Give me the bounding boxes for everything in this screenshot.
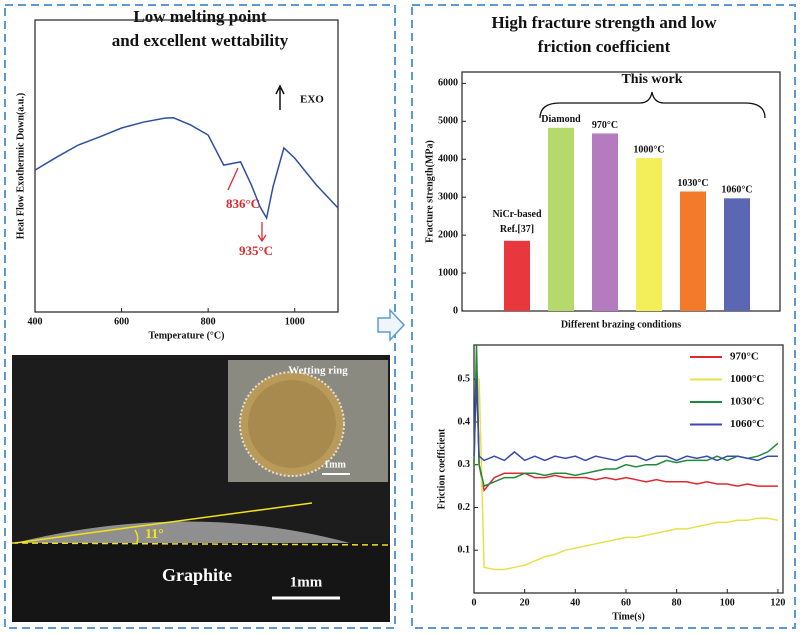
category-label: 1030°C: [677, 178, 708, 189]
annotation: 836°C: [226, 196, 260, 211]
angle-arc: [134, 529, 139, 544]
x-tick-label: 20: [520, 597, 530, 608]
legend-label: 1060°C: [730, 418, 764, 430]
bar: [548, 127, 574, 312]
brace: [539, 91, 766, 119]
y-tick-label: 2000: [438, 229, 458, 240]
panel-title: and excellent wettability: [112, 31, 289, 50]
legend-label: 1000°C: [730, 373, 764, 385]
baseline: [11, 542, 391, 546]
annotation: This work: [621, 72, 682, 87]
y-tick-label: 0.5: [458, 374, 471, 385]
series-line: [473, 344, 779, 488]
y-axis-label: Fracture strength(MPa): [424, 140, 435, 243]
tangent: [14, 502, 313, 544]
curve: [34, 117, 339, 221]
y-axis-label: Heat Flow Exothermic Down(a.u.): [15, 93, 26, 239]
panel-title: friction coefficient: [538, 37, 671, 56]
x-tick-label: 800: [201, 316, 216, 327]
plot-frame: [473, 344, 784, 594]
y-tick-label: 0.1: [458, 545, 471, 556]
annotation-arrow: [257, 222, 267, 243]
x-tick-label: 40: [570, 597, 580, 608]
panel-title: Low melting point: [133, 7, 267, 26]
bar: [636, 158, 662, 311]
x-tick-label: 0: [472, 597, 477, 608]
category-label: 970°C: [592, 120, 618, 131]
exo-arrow: [275, 84, 285, 110]
category-label: 1000°C: [633, 144, 664, 155]
left-panel: [4, 4, 396, 629]
y-tick-label: 0.3: [458, 459, 471, 470]
legend-label: 970°C: [730, 351, 759, 363]
category-label: NiCr-based Ref.[37]: [492, 209, 542, 235]
x-tick-label: 120: [770, 597, 785, 608]
y-axis-label: Friction coefficient: [436, 428, 447, 509]
y-tick-label: 0.4: [458, 416, 471, 427]
scale-label: 1mm: [290, 574, 323, 590]
drop-top: [248, 380, 336, 468]
bar: [592, 133, 618, 311]
series-line: [473, 357, 778, 493]
category-label: 1060°C: [721, 185, 752, 196]
panel-title: High fracture strength and low: [491, 13, 717, 32]
substrate-label: Graphite: [162, 565, 232, 585]
x-tick-label: 100: [720, 597, 735, 608]
y-tick-label: 3000: [438, 191, 458, 202]
x-tick-label: 1000: [285, 316, 305, 327]
y-tick-label: 4000: [438, 154, 458, 165]
x-tick-label: 400: [28, 316, 43, 327]
x-axis-label: Time(s): [612, 611, 645, 622]
y-tick-label: 0: [453, 305, 458, 316]
y-tick-label: 0.2: [458, 502, 471, 513]
y-tick-label: 5000: [438, 116, 458, 127]
plot-frame: [461, 71, 781, 312]
x-tick-label: 80: [672, 597, 682, 608]
bar: [504, 240, 530, 311]
annotation: 935°C: [239, 243, 273, 258]
y-tick-label: 1000: [438, 267, 458, 278]
y-tick-label: 6000: [438, 78, 458, 89]
category-label: Diamond: [541, 114, 581, 125]
photo: 11° Graphite 1mm Wetting ring 1mm: [11, 355, 391, 622]
angle-label: 11°: [145, 527, 164, 542]
series-line: [473, 378, 779, 571]
bar: [680, 191, 706, 311]
x-axis-label: Temperature (°C): [149, 330, 225, 341]
substrate: [12, 543, 390, 622]
annotation: EXO: [300, 94, 324, 106]
x-axis-label: Different brazing conditions: [561, 319, 681, 330]
inset-label: Wetting ring: [288, 365, 348, 377]
legend-label: 1030°C: [730, 396, 764, 408]
droplet: [15, 521, 350, 543]
inset-scale: 1mm: [324, 459, 346, 470]
right-panel: [411, 4, 796, 629]
x-tick-label: 600: [114, 316, 129, 327]
plot-frame: [34, 19, 339, 313]
bar: [724, 198, 750, 311]
x-tick-label: 60: [621, 597, 631, 608]
series-line: [473, 379, 778, 462]
annotation-arrow: [227, 167, 239, 191]
arrow: [377, 308, 406, 342]
